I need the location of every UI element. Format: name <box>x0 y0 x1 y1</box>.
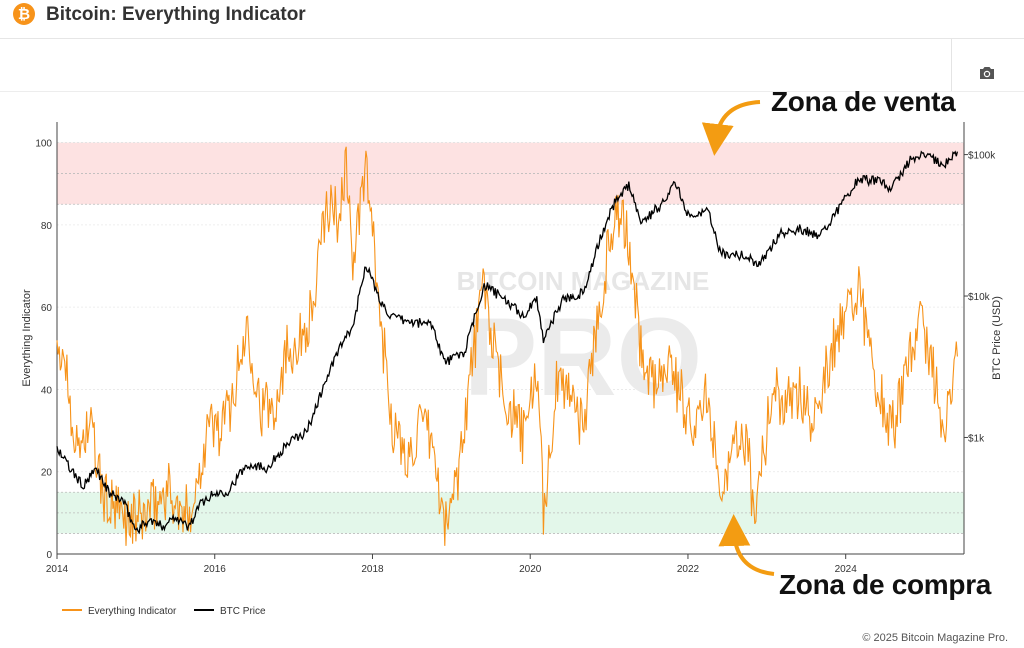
watermark: BITCOIN MAGAZINE PRO <box>457 266 710 419</box>
x-tick-label: 2014 <box>46 564 69 575</box>
x-tick-label: 2020 <box>519 564 542 575</box>
buy-zone-annotation: Zona de compra <box>779 569 992 600</box>
copyright-text: © 2025 Bitcoin Magazine Pro. <box>862 632 1008 644</box>
buy-zone-arrow <box>718 514 775 576</box>
y-right-tick-label: $10k <box>968 292 991 303</box>
sell-zone-arrow <box>701 100 761 156</box>
x-tick-label: 2024 <box>835 564 858 575</box>
sell-zone-annotation: Zona de venta <box>771 86 956 117</box>
y-right-tick-label: $1k <box>968 433 985 444</box>
x-tick-label: 2018 <box>361 564 384 575</box>
y-left-tick-label: 40 <box>41 385 53 396</box>
everything-indicator-chart: BITCOIN MAGAZINE PRO 2014 2016 2018 2020 202… <box>21 100 1003 617</box>
page-title: Bitcoin: Everything Indicator <box>46 4 306 25</box>
header-bar: ₿ Bitcoin: Everything Indicator <box>0 0 1024 39</box>
watermark-line1: BITCOIN MAGAZINE <box>457 266 710 296</box>
y-right-axis-label: BTC Price (USD) <box>991 296 1003 380</box>
bitcoin-logo-icon: ₿ <box>13 3 35 25</box>
toolbar-divider <box>951 39 952 91</box>
camera-icon[interactable] <box>978 65 996 81</box>
x-tick-label: 2022 <box>677 564 700 575</box>
legend-indicator-label: Everything Indicator <box>88 606 177 617</box>
btc-price-line <box>56 150 959 535</box>
y-right-tick-label: $100k <box>968 151 996 162</box>
chart-toolbar <box>0 39 1024 92</box>
watermark-line2: PRO <box>464 296 702 419</box>
y-left-tick-label: 0 <box>46 550 52 561</box>
chart-area: BITCOIN MAGAZINE PRO 2014 2016 2018 2020 202… <box>0 92 1024 632</box>
x-tick-label: 2016 <box>204 564 227 575</box>
annotation-arrows <box>701 100 775 576</box>
y-left-tick-label: 20 <box>41 468 53 479</box>
y-left-tick-label: 80 <box>41 221 53 232</box>
y-left-tick-label: 100 <box>35 139 52 150</box>
y-left-axis-label: Everything Indicator <box>21 289 33 387</box>
everything-indicator-line <box>56 146 958 546</box>
y-left-tick-label: 60 <box>41 303 53 314</box>
legend-btc-label: BTC Price <box>220 606 266 617</box>
